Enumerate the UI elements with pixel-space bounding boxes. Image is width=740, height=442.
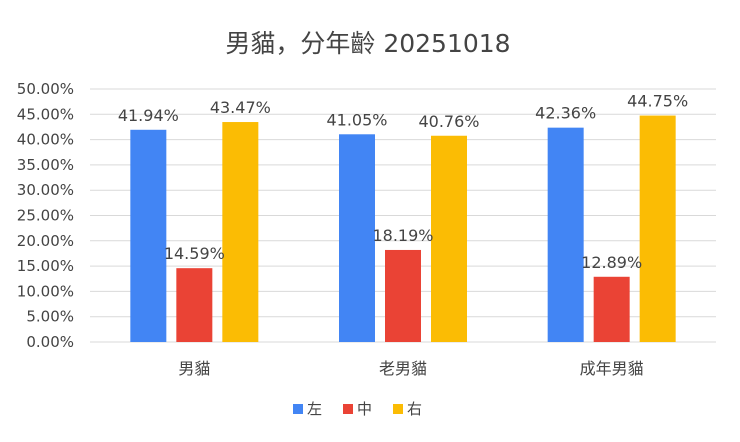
data-label: 44.75% (627, 92, 688, 111)
y-tick-label: 50.00% (17, 80, 74, 98)
y-tick-label: 10.00% (17, 282, 74, 300)
bar-中-成年男貓 (593, 276, 630, 342)
bar-左-老男貓 (339, 134, 375, 342)
bar-左-男貓 (130, 129, 167, 342)
category-label: 男貓 (178, 359, 210, 378)
y-tick-label: 30.00% (17, 181, 74, 199)
y-tick-label: 25.00% (17, 207, 74, 225)
y-tick-label: 45.00% (17, 105, 74, 123)
y-tick-label: 35.00% (17, 156, 74, 174)
x-axis-categories: 男貓 老男貓 成年男貓 (178, 359, 643, 378)
data-label: 43.47% (210, 98, 271, 117)
legend-label: 中 (357, 400, 372, 418)
chart-title: 男貓，分年齡 20251018 (225, 29, 510, 58)
y-axis-ticks: 0.00% 5.00% 10.00% 15.00% 20.00% 25.00% 30.00%… (17, 80, 74, 351)
bar-中-老男貓 (385, 249, 421, 342)
data-label: 41.94% (118, 106, 179, 125)
bar-右-老男貓 (431, 135, 467, 342)
legend-label: 右 (407, 400, 422, 418)
data-label: 42.36% (535, 104, 596, 123)
data-label: 12.89% (581, 253, 642, 272)
bar-右-成年男貓 (639, 115, 676, 342)
data-labels: 41.94% 14.59% 43.47% 41.05% 18.19% 40.76% 42.3… (118, 92, 688, 272)
y-tick-label: 40.00% (17, 131, 74, 149)
legend: 左中右 (293, 400, 422, 418)
bars (130, 115, 676, 342)
legend-swatch (393, 404, 403, 414)
data-label: 40.76% (418, 112, 479, 131)
data-label: 14.59% (164, 244, 225, 263)
bar-中-男貓 (176, 268, 213, 342)
legend-label: 左 (307, 400, 322, 418)
y-tick-label: 15.00% (17, 257, 74, 275)
category-label: 成年男貓 (580, 359, 644, 378)
bar-左-成年男貓 (547, 127, 584, 342)
category-label: 老男貓 (379, 359, 427, 378)
y-tick-label: 0.00% (26, 333, 74, 351)
bar-右-男貓 (222, 122, 259, 342)
y-tick-label: 20.00% (17, 232, 74, 250)
legend-swatch (343, 404, 353, 414)
y-tick-label: 5.00% (26, 308, 74, 326)
data-label: 18.19% (372, 226, 433, 245)
legend-swatch (293, 404, 303, 414)
data-label: 41.05% (326, 110, 387, 129)
